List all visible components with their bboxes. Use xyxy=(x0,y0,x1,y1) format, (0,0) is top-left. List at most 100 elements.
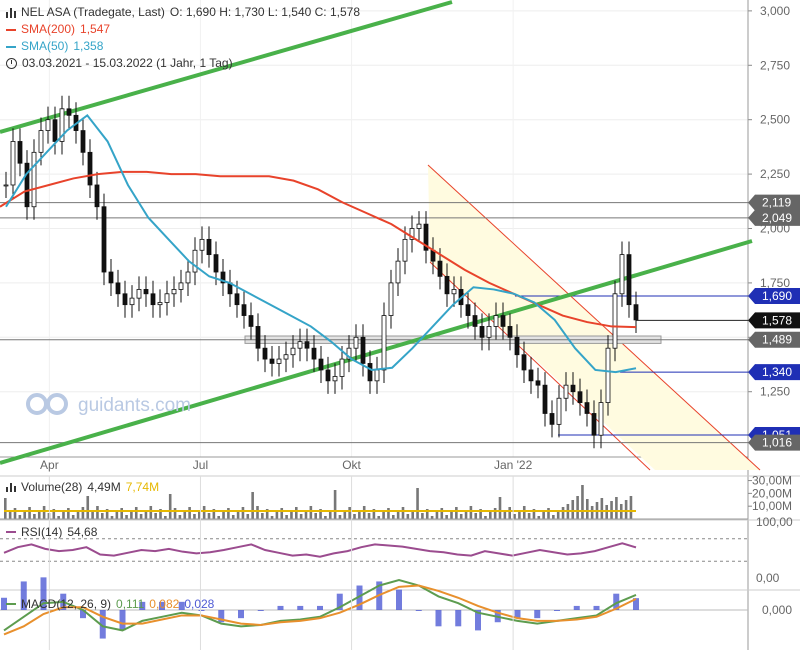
volume-bar xyxy=(547,508,550,519)
volume-bar xyxy=(469,506,473,519)
volume-bar xyxy=(33,514,36,519)
sma50-line xyxy=(5,113,637,374)
macd-histogram-bar xyxy=(198,610,205,611)
volume-bar xyxy=(406,514,410,519)
candle-body xyxy=(38,130,44,153)
macd-histogram-bar xyxy=(475,610,481,631)
price-tag xyxy=(748,364,800,381)
volume-bar xyxy=(290,511,293,519)
macd-histogram-bar xyxy=(514,610,521,619)
volume-bar xyxy=(168,494,172,519)
price-tag-label: 1,690 xyxy=(762,289,792,303)
macd-histogram-bar xyxy=(396,589,402,610)
volume-bar xyxy=(464,510,468,519)
volume-bar xyxy=(474,513,478,519)
price-tag xyxy=(748,194,800,211)
volume-bar xyxy=(18,515,22,519)
macd-histogram-bar xyxy=(317,605,323,610)
volume-bar xyxy=(387,508,390,519)
macd-legend: MACD(12, 26, 9) 0,111 0,082 0,028 xyxy=(6,597,214,611)
macd-histogram-bar xyxy=(593,605,600,610)
macd-hist-value: 0,028 xyxy=(184,597,215,611)
candle-body xyxy=(262,347,268,360)
candle-body xyxy=(591,413,597,436)
candle-body xyxy=(192,249,198,273)
volume-bar xyxy=(372,509,376,519)
volume-bar xyxy=(513,514,516,519)
volume-bars-icon xyxy=(6,482,16,492)
volume-bar xyxy=(425,509,429,519)
volume-bar xyxy=(285,515,288,519)
sma200-label: SMA(200) xyxy=(21,22,76,36)
rsi-tick-label: 0,00 xyxy=(756,571,780,585)
candle-body xyxy=(220,271,226,284)
volume-bar xyxy=(37,510,41,519)
candle-body xyxy=(367,363,373,382)
candle-body xyxy=(395,260,401,284)
volume-bar xyxy=(105,509,109,519)
volume-bar xyxy=(319,509,322,519)
volume-bar xyxy=(401,507,405,519)
channel-upper-line xyxy=(427,164,761,471)
volume-bar xyxy=(270,516,274,519)
volume-bar xyxy=(217,516,220,519)
volume-bar xyxy=(382,512,385,519)
candle-body xyxy=(514,336,520,356)
volume-bar xyxy=(8,512,12,519)
volume-bar xyxy=(522,506,526,519)
volume-bar xyxy=(280,508,284,519)
macd-histogram-bar xyxy=(238,610,244,619)
candle-body xyxy=(3,184,9,187)
sma50-row: SMA(50) 1,358 xyxy=(6,38,360,55)
macd-histogram-bar xyxy=(159,601,165,610)
rsi-swatch xyxy=(6,531,16,533)
volume-bar xyxy=(435,512,439,519)
candle-body xyxy=(157,302,163,306)
macd-histogram-bar xyxy=(554,610,560,611)
volume-bar xyxy=(120,508,123,519)
chart-legend: NEL ASA (Tradegate, Last) O: 1,690 H: 1,… xyxy=(6,4,360,72)
macd-histogram-bar xyxy=(20,581,27,610)
volume-bar xyxy=(96,506,99,519)
volume-bar xyxy=(295,507,298,519)
candle-body xyxy=(360,336,366,364)
candle-body xyxy=(143,289,149,295)
candle-body xyxy=(101,206,107,273)
candle-body xyxy=(325,369,331,382)
candle-body xyxy=(283,354,289,360)
volume-bar xyxy=(164,516,167,519)
candle-body xyxy=(171,289,177,295)
volume-bar xyxy=(154,513,157,519)
volume-bar xyxy=(241,507,245,519)
macd-signal-line xyxy=(3,584,637,636)
macd-histogram-bar xyxy=(99,610,106,639)
y-tick-label: 2,500 xyxy=(760,113,790,127)
volume-bar xyxy=(624,500,628,519)
macd-histogram-bar xyxy=(415,610,422,611)
candle-body xyxy=(87,151,93,186)
macd-histogram-bar xyxy=(633,598,639,610)
macd-histogram-bar xyxy=(1,597,7,610)
volume-bar xyxy=(86,496,90,519)
volume-bar xyxy=(299,514,303,519)
ohlc-values: O: 1,690 H: 1,730 L: 1,540 C: 1,578 xyxy=(169,5,360,19)
volume-bar xyxy=(333,490,337,519)
volume-bar xyxy=(13,508,17,519)
clock-icon xyxy=(6,58,17,69)
x-tick-label: Jan '22 xyxy=(494,458,533,472)
volume-bar xyxy=(527,513,531,519)
volume-bar xyxy=(256,506,259,519)
macd-line xyxy=(3,579,637,632)
volume-bar xyxy=(178,515,182,519)
volume-bar xyxy=(188,507,191,519)
price-tag xyxy=(748,434,800,451)
volume-bar xyxy=(251,492,254,519)
rsi-tick-label: 100,00 xyxy=(756,515,793,529)
volume-bar xyxy=(338,515,342,519)
candle-body xyxy=(234,293,240,306)
candle-body xyxy=(528,369,534,382)
volume-bar xyxy=(275,512,279,519)
sma200-value: 1,547 xyxy=(80,22,111,36)
volume-bar xyxy=(261,513,264,519)
